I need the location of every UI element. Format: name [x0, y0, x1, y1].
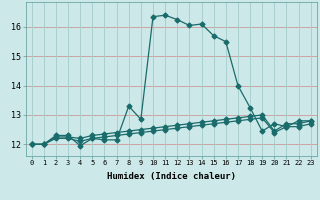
- X-axis label: Humidex (Indice chaleur): Humidex (Indice chaleur): [107, 172, 236, 181]
